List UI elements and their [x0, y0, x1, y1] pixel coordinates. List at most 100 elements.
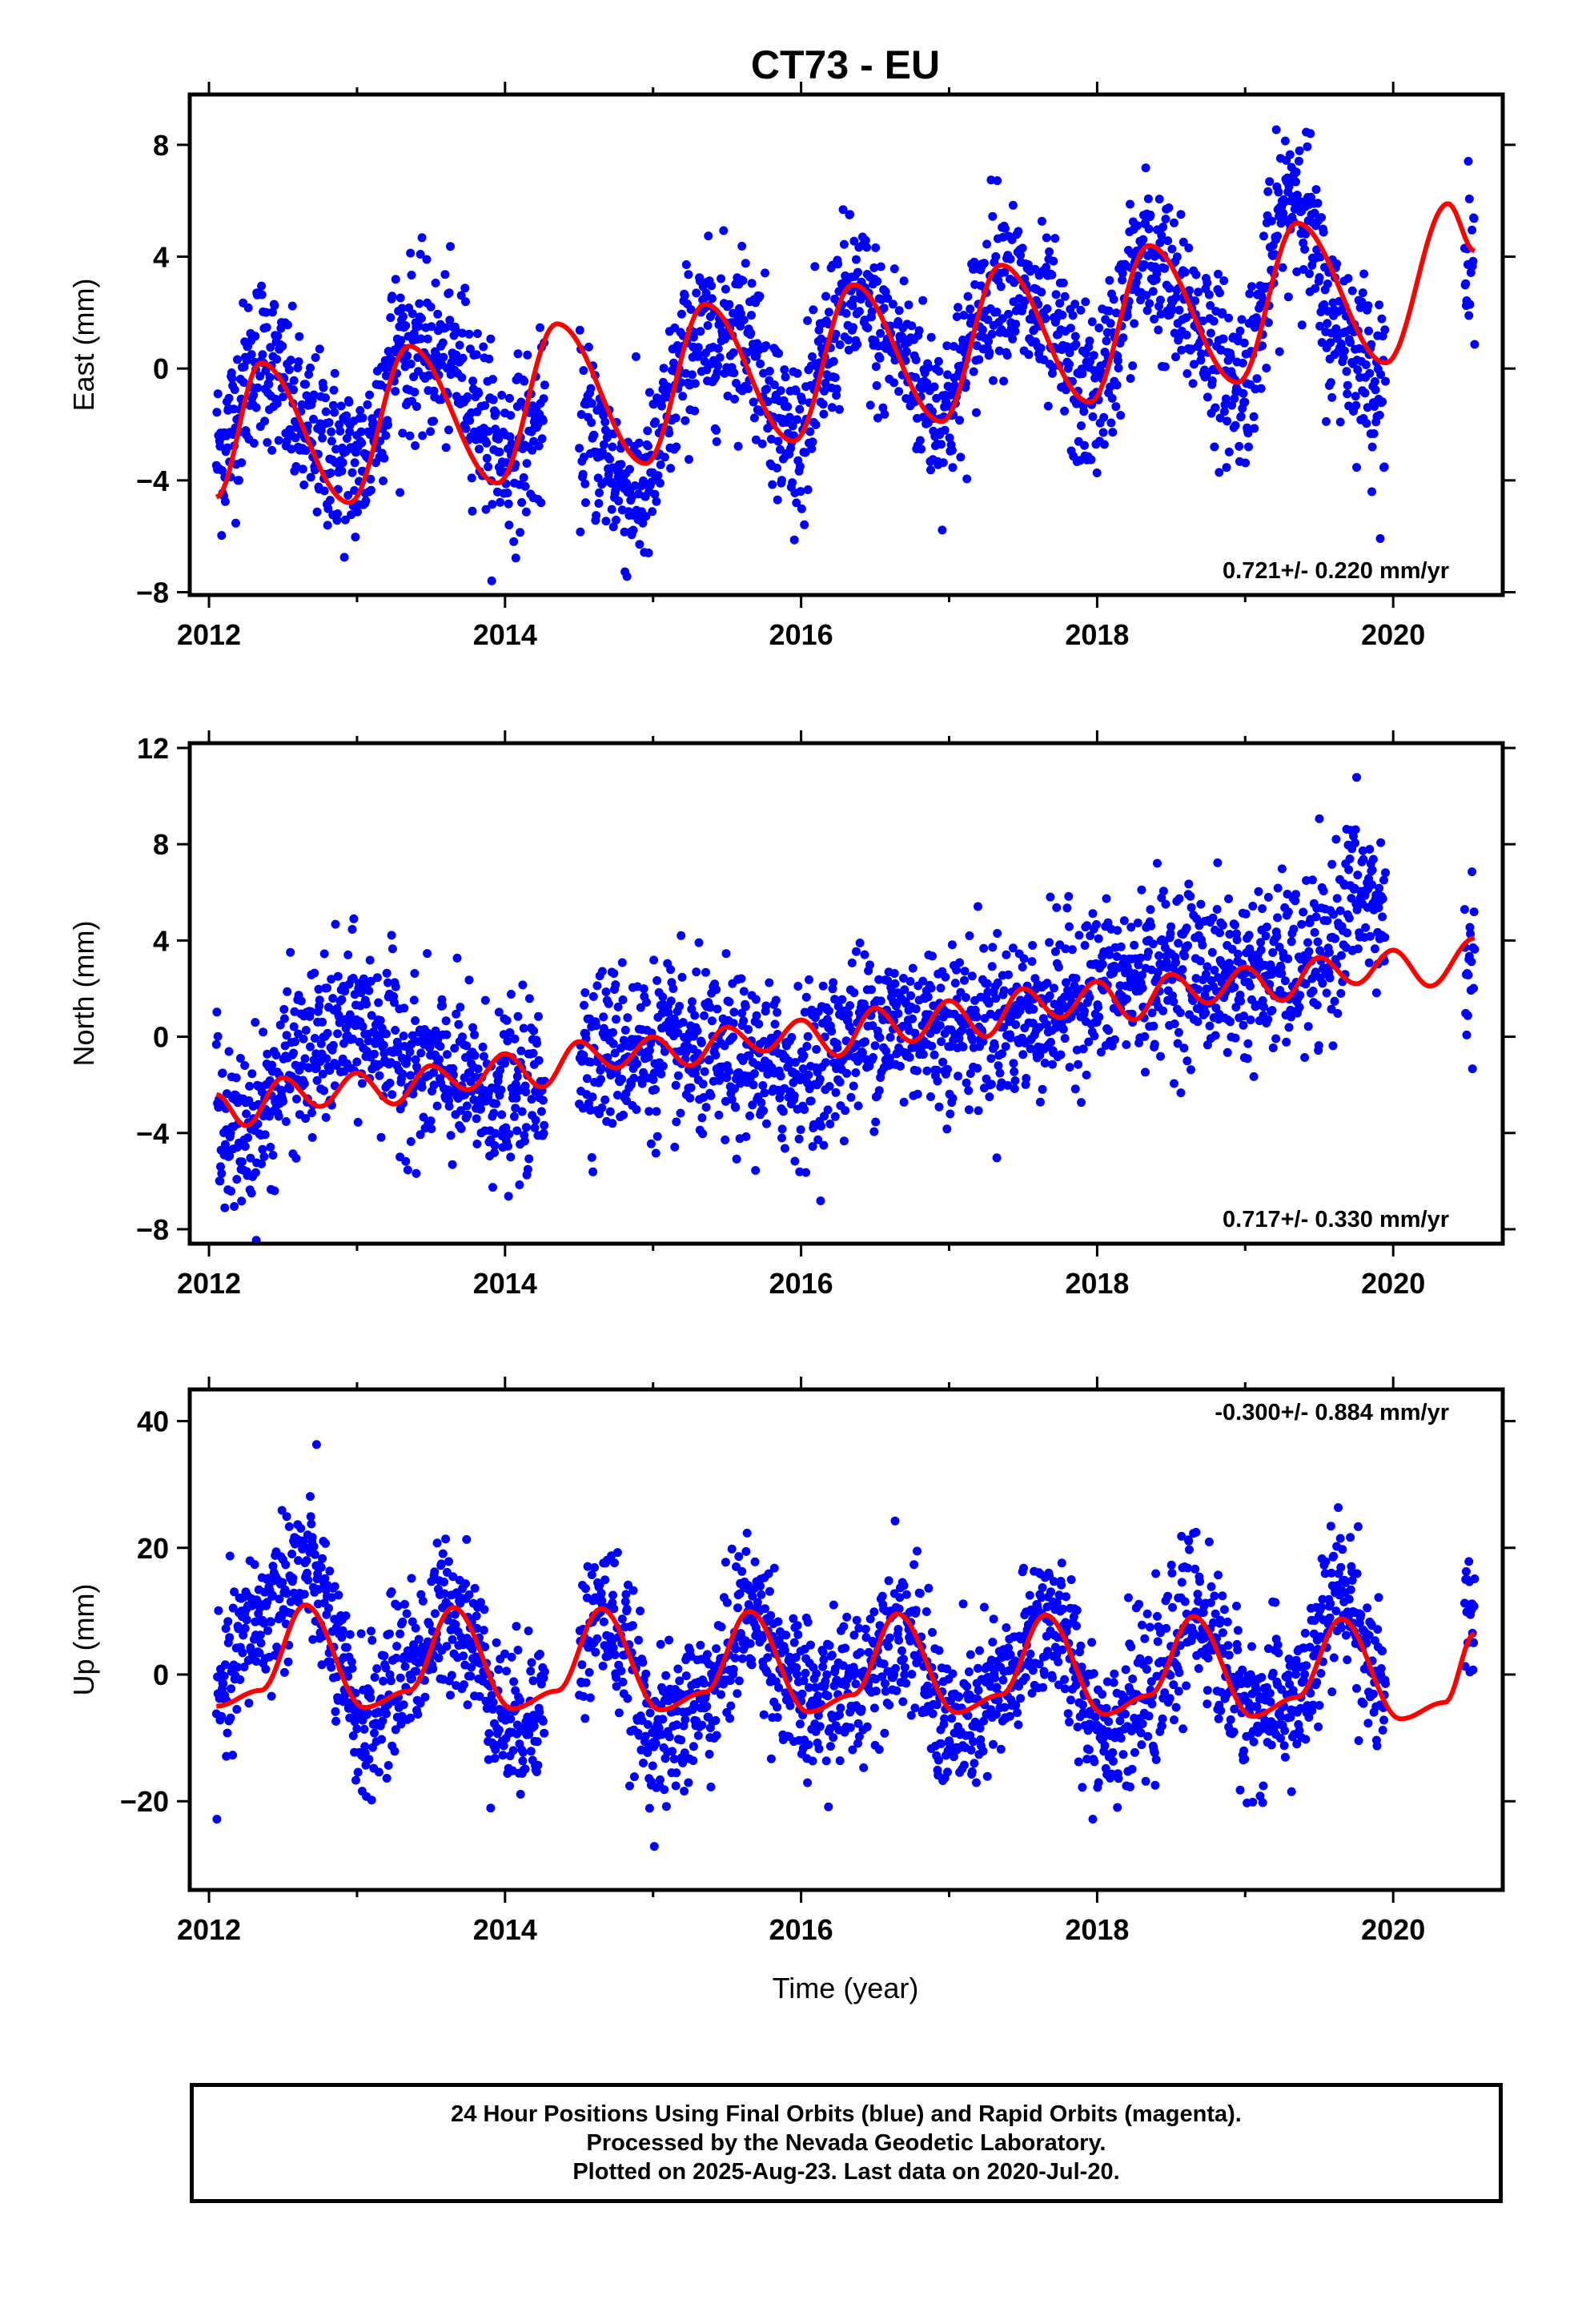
data-point	[1106, 319, 1115, 328]
data-point	[335, 426, 345, 436]
data-point	[788, 421, 797, 431]
data-point	[220, 1203, 230, 1212]
data-point	[1050, 234, 1060, 243]
data-point	[630, 481, 640, 490]
data-point	[769, 380, 779, 389]
data-point	[1178, 237, 1188, 247]
data-point	[849, 1081, 858, 1091]
data-point	[808, 437, 817, 447]
data-point	[1008, 334, 1018, 344]
data-point	[457, 373, 467, 382]
data-point	[339, 1039, 348, 1048]
data-point	[635, 540, 644, 549]
data-point	[521, 1088, 531, 1096]
data-point	[943, 370, 952, 380]
data-point	[1111, 402, 1121, 412]
data-point	[520, 481, 530, 491]
data-point	[797, 504, 806, 513]
data-point	[312, 507, 322, 517]
data-point	[468, 1023, 478, 1032]
data-point	[1353, 944, 1363, 954]
data-point	[220, 497, 230, 506]
data-point	[387, 931, 396, 940]
data-point	[721, 1135, 730, 1144]
data-point	[418, 431, 428, 440]
data-point	[1157, 231, 1166, 240]
data-point	[960, 967, 970, 976]
data-point	[853, 1101, 863, 1111]
data-point	[1283, 292, 1293, 302]
data-point	[461, 1579, 470, 1589]
data-point	[316, 1039, 326, 1048]
data-point	[1165, 283, 1174, 293]
data-point	[741, 1002, 750, 1011]
data-point	[235, 1054, 245, 1063]
data-point	[989, 376, 998, 385]
data-point	[353, 507, 362, 517]
data-point	[1085, 993, 1094, 1003]
data-point	[1099, 412, 1109, 422]
data-point	[251, 1657, 261, 1666]
data-point	[865, 960, 874, 970]
data-point	[1324, 947, 1334, 957]
data-point	[722, 1073, 732, 1083]
data-point	[1210, 966, 1219, 975]
data-point	[217, 1711, 227, 1721]
data-point	[492, 1638, 501, 1647]
x-tick-label: 2016	[769, 618, 833, 651]
data-point	[1361, 360, 1371, 369]
data-point	[253, 383, 263, 392]
data-point	[812, 1044, 821, 1054]
data-point	[586, 1057, 596, 1067]
data-point	[501, 1123, 511, 1132]
data-point	[488, 375, 497, 384]
data-point	[922, 1066, 932, 1076]
data-point	[678, 1018, 688, 1027]
data-point	[328, 1040, 338, 1050]
data-point	[277, 1612, 286, 1622]
data-point	[321, 1538, 330, 1548]
data-point	[299, 1034, 308, 1043]
data-point	[1333, 1009, 1343, 1018]
data-point	[831, 1088, 841, 1097]
data-point	[257, 290, 267, 300]
data-point	[460, 283, 470, 293]
data-point	[982, 239, 992, 249]
data-point	[853, 267, 862, 277]
data-point	[1166, 922, 1176, 931]
data-point	[694, 938, 704, 947]
data-point	[275, 1594, 284, 1604]
data-point	[777, 1133, 786, 1143]
data-point	[464, 1590, 474, 1599]
data-point	[391, 387, 400, 396]
data-point	[842, 1068, 852, 1078]
data-point	[824, 308, 833, 317]
data-point	[242, 1615, 251, 1625]
data-point	[761, 1001, 771, 1011]
data-point	[739, 316, 749, 324]
data-point	[318, 1017, 327, 1027]
data-point	[693, 1026, 702, 1035]
data-point	[375, 1015, 385, 1025]
data-point	[331, 1716, 341, 1726]
data-point	[1239, 338, 1249, 348]
data-point	[427, 1124, 436, 1134]
data-point	[272, 399, 282, 408]
data-point	[671, 413, 681, 423]
data-point	[1203, 392, 1212, 402]
data-point	[1112, 952, 1122, 961]
data-point	[536, 1107, 546, 1116]
data-point	[978, 325, 987, 335]
data-point	[1065, 360, 1074, 369]
data-point	[1278, 263, 1287, 272]
data-point	[488, 1698, 498, 1707]
data-point	[1219, 407, 1229, 416]
data-point	[1365, 368, 1375, 378]
data-point	[468, 1644, 477, 1654]
data-point	[1029, 1004, 1038, 1014]
data-point	[994, 346, 1004, 356]
data-point	[874, 1086, 884, 1096]
data-point	[422, 255, 432, 264]
data-point	[1042, 263, 1051, 272]
data-point	[1303, 938, 1312, 947]
